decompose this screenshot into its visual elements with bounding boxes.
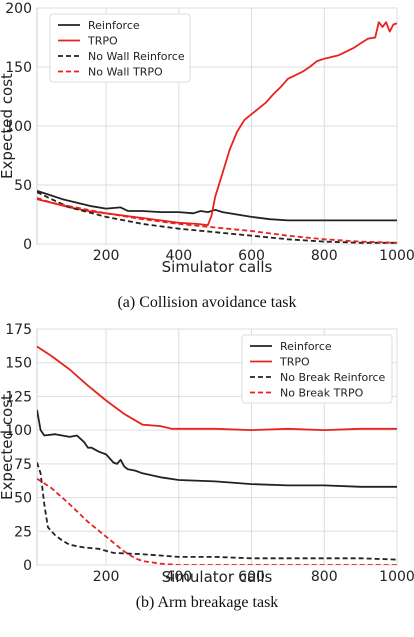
x-tick-label: 1000 xyxy=(379,569,414,585)
chart-panel-b: 200 400 600 800 1000 0 25 50 75 100 125 150 175 Simul… xyxy=(0,322,414,611)
legend: Reinforce TRPO No Wall Reinforce No Wall TR… xyxy=(49,13,191,83)
legend-box xyxy=(241,334,393,404)
y-tick-label: 150 xyxy=(5,60,32,76)
y-tick-label: 100 xyxy=(5,119,32,135)
y-tick-label: 0 xyxy=(23,558,32,574)
series-line-trpo xyxy=(37,345,397,431)
y-tick-label: 50 xyxy=(14,178,32,194)
series-line-no-wall-trpo xyxy=(37,197,397,244)
x-tick-label: 600 xyxy=(238,569,265,585)
series-line-no-wall-reinforce xyxy=(37,191,397,244)
x-axis-label: Simulator calls xyxy=(162,258,273,276)
y-tick-label: 0 xyxy=(23,237,32,253)
x-tick-label: 200 xyxy=(93,248,120,264)
x-tick-label: 400 xyxy=(165,569,192,585)
y-tick-label: 50 xyxy=(14,491,32,507)
y-tick-label: 150 xyxy=(5,356,32,372)
legend-label: TRPO xyxy=(87,35,118,48)
y-axis-label: Expected cost xyxy=(0,73,16,179)
chart-panel-a: 200 400 600 800 1000 0 50 100 150 200 Simulator ca… xyxy=(0,1,414,311)
legend-label: Reinforce xyxy=(88,19,140,32)
x-tick-label: 400 xyxy=(165,248,192,264)
figure-caption: (a) Collision avoidance task xyxy=(117,294,296,311)
legend-label: No Wall TRPO xyxy=(88,66,163,79)
x-tick-label: 800 xyxy=(311,569,338,585)
legend-label: No Break TRPO xyxy=(280,387,364,400)
x-tick-label: 800 xyxy=(311,248,338,264)
legend-label: Reinforce xyxy=(280,340,332,353)
y-tick-label: 200 xyxy=(5,1,32,17)
y-tick-label: 75 xyxy=(14,457,32,473)
y-tick-label: 25 xyxy=(14,524,32,540)
x-tick-label: 200 xyxy=(93,569,120,585)
series-line-reinforce xyxy=(37,409,397,488)
y-axis-label: Expected cost xyxy=(0,394,16,500)
y-tick-label: 100 xyxy=(5,423,32,439)
legend-label: TRPO xyxy=(279,356,310,369)
y-tick-label: 125 xyxy=(5,389,32,405)
series-line-no-break-reinforce xyxy=(37,462,397,561)
series-line-reinforce xyxy=(37,190,397,222)
legend: Reinforce TRPO No Break Reinforce No Break … xyxy=(241,334,393,404)
legend-box xyxy=(49,13,191,83)
x-axis-label: Simulator calls xyxy=(162,568,273,586)
legend-label: No Wall Reinforce xyxy=(88,50,185,63)
figure-caption: (b) Arm breakage task xyxy=(136,594,279,611)
x-tick-label: 600 xyxy=(238,248,265,264)
series-line-trpo xyxy=(37,21,397,226)
x-tick-label: 1000 xyxy=(379,248,414,264)
y-tick-label: 175 xyxy=(5,322,32,338)
legend-label: No Break Reinforce xyxy=(280,371,386,384)
